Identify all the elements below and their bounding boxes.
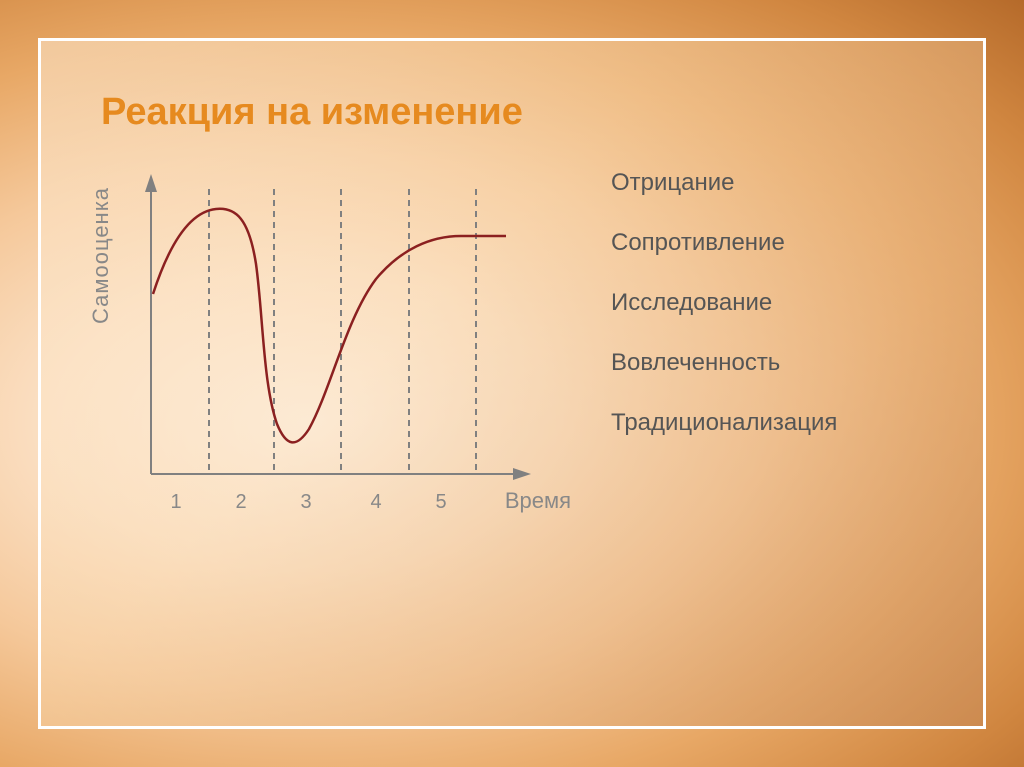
list-item: Сопротивление xyxy=(611,229,923,257)
x-axis-arrow xyxy=(513,468,531,480)
slide-frame: Реакция на изменение Самооценка Время xyxy=(38,38,986,729)
chart-svg xyxy=(91,164,581,544)
x-tick-2: 2 xyxy=(235,491,246,514)
x-axis-label: Время xyxy=(505,488,571,514)
list-item: Вовлеченность xyxy=(611,349,923,377)
list-item: Отрицание xyxy=(611,169,923,197)
content-area: Самооценка Время 1 2 3 4 5 Отрицание Соп… xyxy=(101,164,923,544)
list-area: Отрицание Сопротивление Исследование Вов… xyxy=(611,164,923,544)
y-axis-arrow xyxy=(145,174,157,192)
chart-area: Самооценка Время 1 2 3 4 5 xyxy=(91,164,581,544)
x-tick-3: 3 xyxy=(300,491,311,514)
curve-line xyxy=(153,209,506,443)
x-tick-1: 1 xyxy=(170,491,181,514)
slide-title: Реакция на изменение xyxy=(101,91,923,134)
x-tick-5: 5 xyxy=(435,491,446,514)
list-item: Традиционализация xyxy=(611,409,923,437)
x-tick-4: 4 xyxy=(370,491,381,514)
list-item: Исследование xyxy=(611,289,923,317)
y-axis-label: Самооценка xyxy=(88,187,114,324)
